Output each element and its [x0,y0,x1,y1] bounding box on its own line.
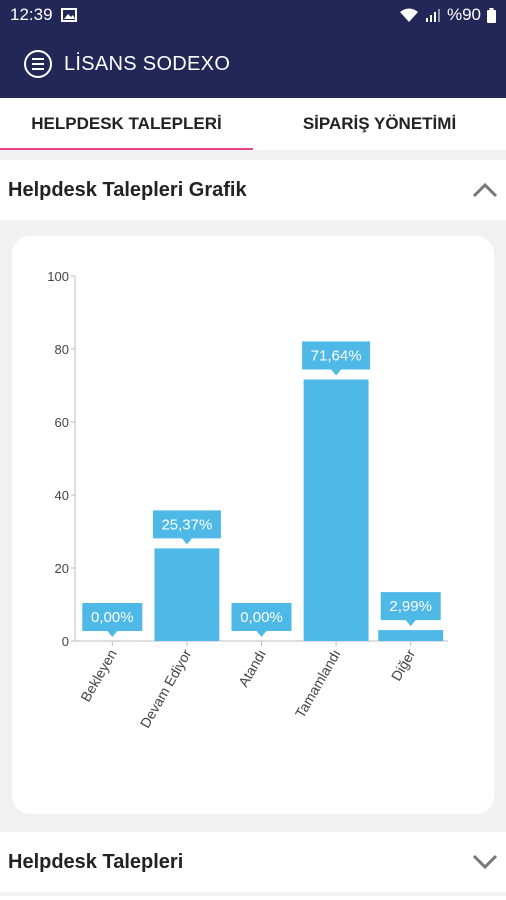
list-section-title: Helpdesk Talepleri [8,850,184,873]
wifi-icon [399,8,418,22]
y-tick-label: 20 [55,561,69,576]
chevron-down-icon[interactable] [472,849,498,875]
status-time: 12:39 [10,5,53,24]
signal-icon [425,9,440,22]
app-bar: LİSANS SODEXO [0,30,506,98]
data-label: 71,64% [311,348,362,365]
data-label: 2,99% [389,598,432,615]
bottom-edge [0,896,506,900]
y-tick-label: 80 [55,342,69,357]
list-section-header[interactable]: Helpdesk Talepleri [0,832,506,892]
battery-icon [487,7,496,23]
battery-percent: %90 [446,5,481,24]
chart-card: 0 20 40 60 80 100 0,00% Bekleyen 25,37% Devam Edi… [12,236,494,814]
data-label-bubble [152,510,221,545]
x-tick-label: Bekleyen [77,647,120,705]
bar-5 [378,630,444,641]
tab-bar: HELPDESK TALEPLERİ SİPARİŞ YÖNETİMİ [0,98,506,150]
bar-4 [303,379,369,641]
y-tick-label: 100 [47,269,69,284]
bar-chart: 0 20 40 60 80 100 0,00% Bekleyen 25,37% Devam Edi… [47,269,448,731]
data-label: 0,00% [240,609,283,626]
y-tick-label: 0 [62,634,69,649]
image-notification-icon [60,8,77,22]
data-label-bubble [302,341,371,376]
x-tick-label: Devam Ediyor [137,646,195,730]
data-label-bubble [82,603,143,637]
menu-icon[interactable] [24,50,52,78]
app-title: LİSANS SODEXO [64,52,231,75]
chart-section-header[interactable]: Helpdesk Talepleri Grafik [0,160,506,220]
x-tick-label: Diğer [388,646,419,683]
data-label: 25,37% [161,516,212,533]
data-label: 0,00% [91,609,134,626]
status-bar: 12:39 %90 [0,0,506,30]
tab-siparis-yonetimi[interactable]: SİPARİŞ YÖNETİMİ [302,114,457,133]
y-tick-label: 60 [55,415,69,430]
chevron-up-icon[interactable] [472,177,498,203]
chart-section-title: Helpdesk Talepleri Grafik [8,178,247,201]
data-label-bubble [231,603,292,637]
x-tick-label: Atandı [235,647,269,690]
bar-2 [154,548,220,641]
tab-helpdesk-talepleri[interactable]: HELPDESK TALEPLERİ [0,98,253,150]
data-label-bubble [380,592,441,627]
x-tick-label: Tamamlandı [292,647,344,721]
y-tick-label: 40 [55,488,69,503]
